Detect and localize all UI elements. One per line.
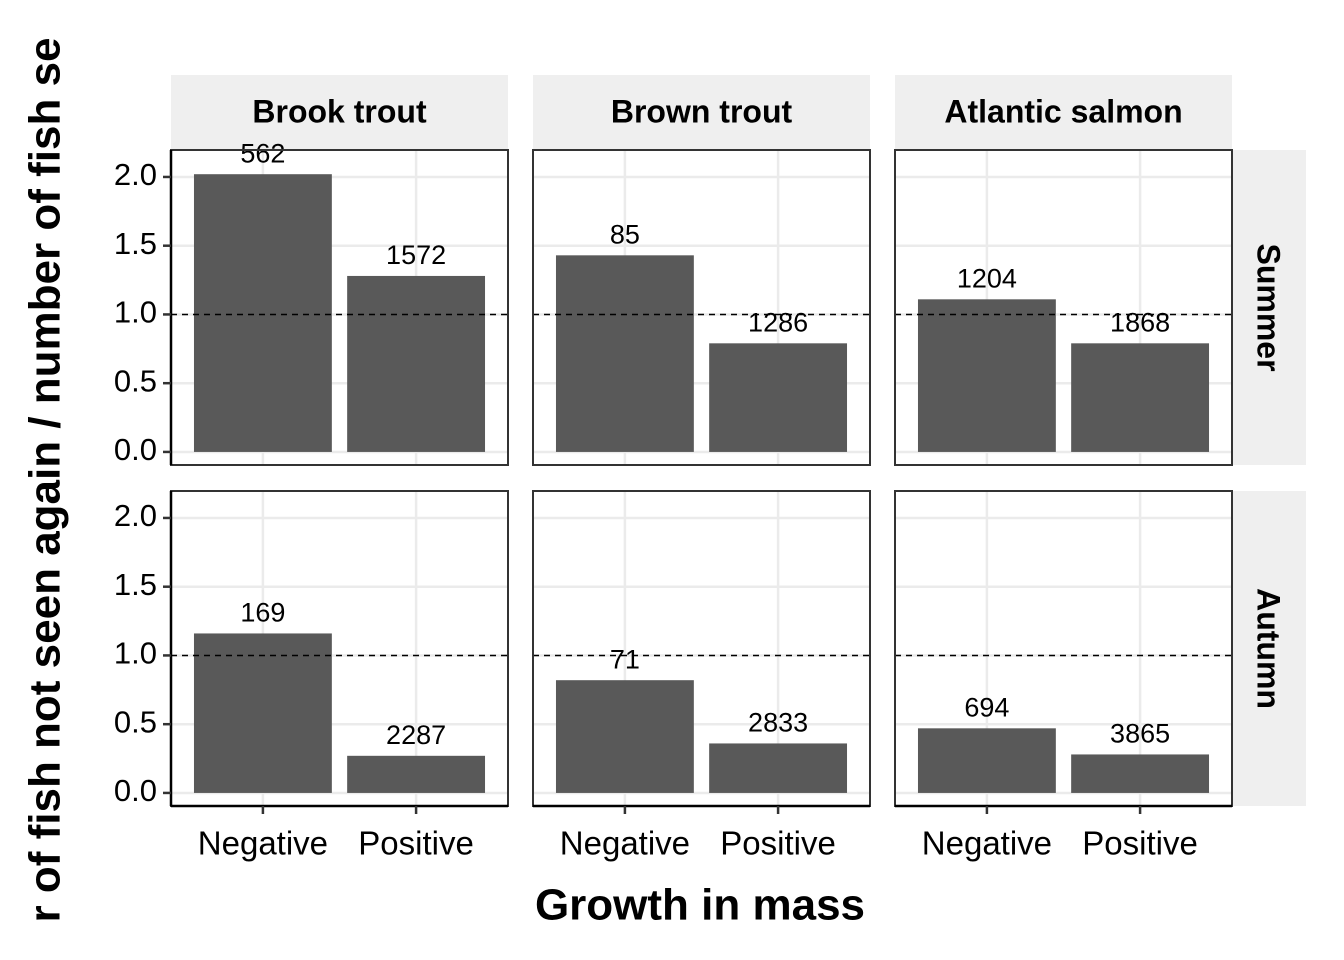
count-label: 2833 [748,708,808,738]
bar [347,275,486,452]
bar [347,755,486,793]
x-tick-label: Negative [198,825,328,862]
count-label: 3865 [1110,719,1170,749]
bar [555,680,694,793]
x-axis-label: Growth in mass [535,881,865,930]
y-tick-label: 0.0 [114,773,157,808]
bar [917,299,1056,452]
y-tick-label: 0.5 [114,363,157,398]
strip-label: Brook trout [252,93,427,129]
panel-border [894,149,1233,466]
y-tick-label: 1.0 [114,636,157,671]
bar [1071,754,1210,793]
x-tick-label: Positive [1082,825,1198,862]
bar [709,743,848,793]
count-label: 1204 [957,263,1017,293]
y-tick-label: 2.0 [114,498,157,533]
count-label: 1286 [748,307,808,337]
count-label: 71 [610,644,640,674]
x-tick-label: Negative [560,825,690,862]
bar [193,633,332,793]
count-label: 85 [610,219,640,249]
bar [1071,343,1210,452]
strip-label: Autumn [1251,588,1287,709]
strip [171,75,508,150]
strip [895,75,1232,150]
bar [709,343,848,452]
count-label: 2287 [386,720,446,750]
y-tick-label: 2.0 [114,157,157,192]
strip-label: Summer [1251,243,1287,371]
panel-border [532,149,871,466]
y-tick-label: 0.5 [114,704,157,739]
strip-label: Atlantic salmon [944,93,1182,129]
count-label: 694 [964,692,1009,722]
bar [555,255,694,452]
strip-label: Brown trout [611,93,793,129]
count-label: 1572 [386,240,446,270]
y-tick-label: 1.5 [114,226,157,261]
strip [1231,150,1306,465]
count-label: 169 [240,598,285,628]
y-tick-label: 0.0 [114,432,157,467]
strip [533,75,870,150]
x-tick-label: Positive [358,825,474,862]
bar [193,174,332,452]
x-tick-label: Positive [720,825,836,862]
x-tick-label: Negative [922,825,1052,862]
y-tick-label: 1.0 [114,295,157,330]
y-axis-label: r of fish not seen again / number of fis… [21,37,70,922]
count-label: 1868 [1110,307,1170,337]
count-label: 562 [240,138,285,168]
y-tick-label: 1.5 [114,567,157,602]
strip [1231,491,1306,806]
bar [917,728,1056,793]
